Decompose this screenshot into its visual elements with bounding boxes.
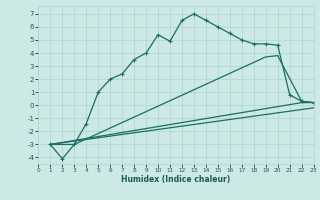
X-axis label: Humidex (Indice chaleur): Humidex (Indice chaleur) <box>121 175 231 184</box>
